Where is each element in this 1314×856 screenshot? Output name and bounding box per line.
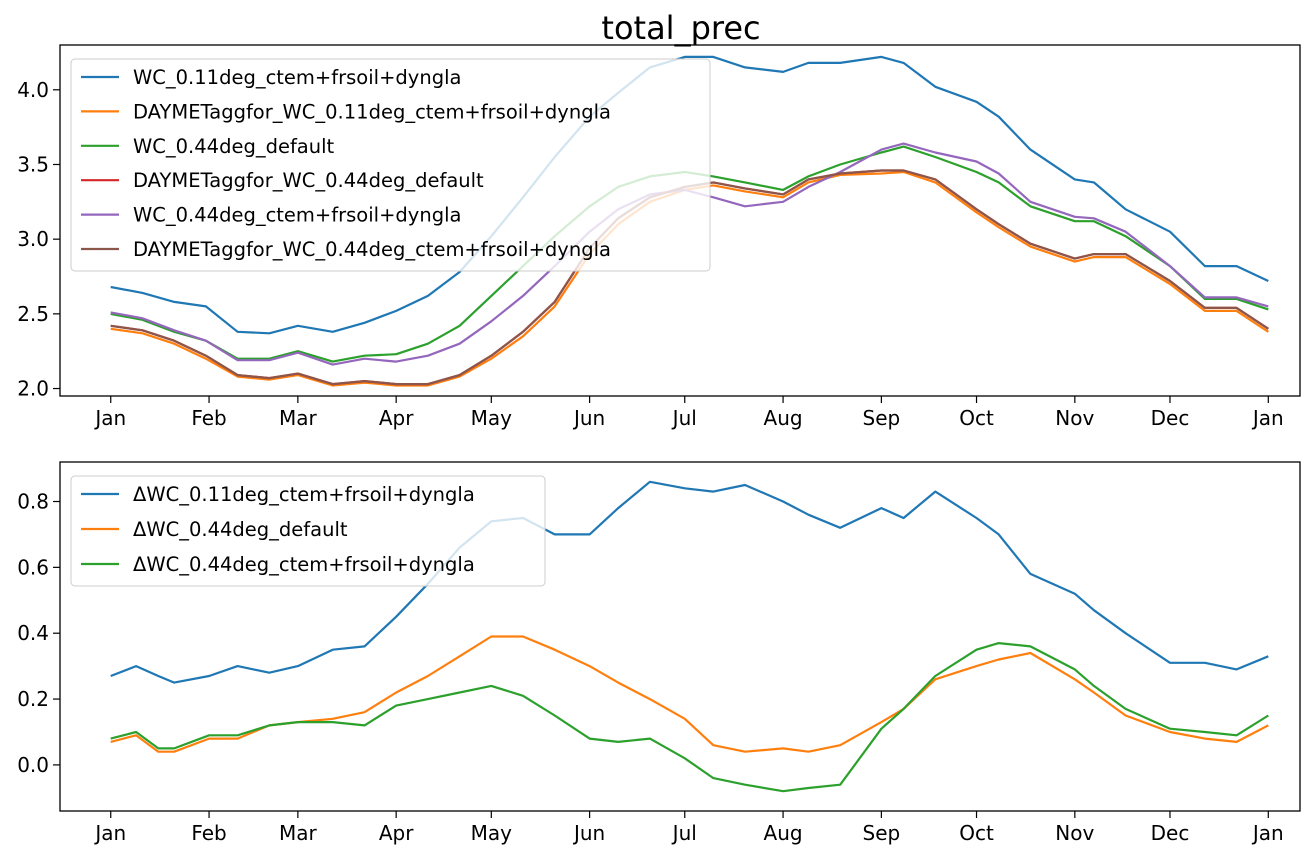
x-tick-label: Mar — [279, 821, 318, 845]
y-tick-label: 3.5 — [17, 152, 49, 176]
x-tick-label: Dec — [1151, 821, 1190, 845]
y-tick-label: 0.2 — [17, 687, 49, 711]
x-tick-label: Oct — [959, 406, 994, 430]
x-tick-label: Jan — [1251, 406, 1284, 430]
top-legend: WC_0.11deg_ctem+frsoil+dyngla DAYMETaggfo… — [70, 58, 711, 272]
x-tick-label: May — [471, 821, 513, 845]
bottom-y-axis: 0.0 0.2 0.4 0.6 0.8 — [17, 490, 60, 777]
legend-box — [70, 475, 546, 587]
legend-label: ΔWC_0.44deg_default — [133, 518, 348, 541]
top-y-axis: 2.0 2.5 3.0 3.5 4.0 — [17, 78, 60, 401]
y-tick-label: 0.0 — [17, 753, 49, 777]
y-tick-label: 0.4 — [17, 621, 49, 645]
legend-label: WC_0.44deg_ctem+frsoil+dyngla — [133, 204, 461, 227]
legend-label: ΔWC_0.44deg_ctem+frsoil+dyngla — [133, 553, 475, 576]
x-tick-label: Aug — [764, 821, 803, 845]
x-tick-label: Jun — [572, 406, 605, 430]
top-chart-panel: total_prec 2.0 2.5 3.0 3.5 4.0 Jan Feb Mar Apr M… — [17, 9, 1301, 430]
x-tick-label: Dec — [1151, 406, 1190, 430]
series-line-wc-0-11deg-ctem-frsoil-dyngla — [110, 55, 1269, 335]
x-tick-label: Jan — [93, 821, 126, 845]
y-tick-label: 0.6 — [17, 555, 49, 579]
legend-label: WC_0.11deg_ctem+frsoil+dyngla — [133, 66, 461, 89]
bottom-plot-frame — [59, 461, 1301, 812]
x-tick-label: Aug — [764, 406, 803, 430]
legend-label: DAYMETaggfor_WC_0.44deg_default — [133, 169, 484, 192]
bottom-plot-area — [110, 480, 1269, 793]
x-tick-label: Oct — [959, 821, 994, 845]
x-tick-label: Jun — [572, 821, 605, 845]
x-tick-label: Apr — [379, 821, 414, 845]
series-line-wc-0-44deg-default — [110, 635, 1269, 753]
legend-box — [70, 58, 711, 272]
x-tick-label: Feb — [191, 406, 226, 430]
bottom-x-axis: Jan Feb Mar Apr May Jun Jul Aug Sep Oct Nov Dec Jan — [93, 811, 1284, 845]
x-tick-label: Nov — [1055, 406, 1094, 430]
chart-title: total_prec — [601, 9, 760, 47]
legend-label: WC_0.44deg_default — [133, 135, 335, 158]
top-x-axis: Jan Feb Mar Apr May Jun Jul Aug Sep Oct Nov Dec Jan — [93, 396, 1284, 430]
legend-label: DAYMETaggfor_WC_0.44deg_ctem+frsoil+dyng… — [133, 238, 611, 261]
y-tick-label: 0.8 — [17, 490, 49, 514]
x-tick-label: Feb — [191, 821, 226, 845]
x-tick-label: Sep — [863, 821, 901, 845]
y-tick-label: 2.5 — [17, 302, 49, 326]
legend-label: DAYMETaggfor_WC_0.11deg_ctem+frsoil+dyng… — [133, 100, 611, 123]
x-tick-label: Mar — [279, 406, 318, 430]
x-tick-label: Nov — [1055, 821, 1094, 845]
bottom-legend: ΔWC_0.11deg_ctem+frsoil+dyngla ΔWC_0.44de… — [70, 475, 546, 587]
y-tick-label: 4.0 — [17, 78, 49, 102]
x-tick-label: May — [471, 406, 513, 430]
top-plot-frame — [59, 44, 1301, 397]
series-line-wc-0-44deg-ctem-frsoil-dyngla — [110, 641, 1269, 793]
x-tick-label: Jan — [93, 406, 126, 430]
x-tick-label: Jan — [1251, 821, 1284, 845]
x-tick-label: Jul — [671, 821, 697, 845]
y-tick-label: 3.0 — [17, 227, 49, 251]
x-tick-label: Sep — [863, 406, 901, 430]
x-tick-label: Apr — [379, 406, 414, 430]
x-tick-label: Jul — [671, 406, 697, 430]
bottom-chart-panel: 0.0 0.2 0.4 0.6 0.8 Jan Feb Mar Apr May Jun Jul Aug… — [17, 461, 1301, 845]
y-tick-label: 2.0 — [17, 377, 49, 401]
legend-label: ΔWC_0.11deg_ctem+frsoil+dyngla — [133, 483, 475, 506]
series-line-wc-0-11deg-ctem-frsoil-dyngla — [110, 480, 1269, 684]
